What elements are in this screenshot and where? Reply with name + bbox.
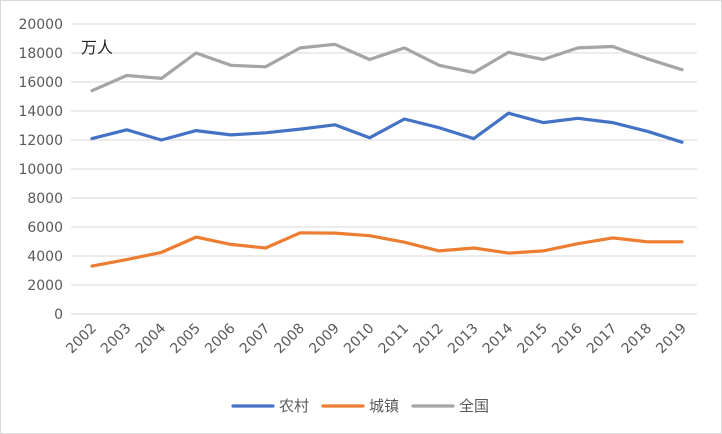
x-tick-label: 2019 [653,321,690,358]
x-tick-label: 2007 [237,321,274,358]
y-tick-label: 20000 [18,17,63,33]
x-tick-label: 2017 [584,321,621,358]
x-tick-label: 2010 [341,321,378,358]
x-tick-label: 2009 [306,321,343,358]
x-tick-label: 2005 [167,321,204,358]
x-tick-label: 2013 [445,321,482,358]
series-line-1 [90,231,684,268]
y-tick-label: 6000 [27,220,63,236]
legend-label: 全国 [459,397,489,415]
x-tick-label: 2012 [410,321,447,358]
legend: 农村 城镇 全国 [231,397,489,415]
y-tick-label: 12000 [18,133,63,149]
y-axis-ticks: 0 2000 4000 6000 8000 10000 12000 14000 16000 180… [18,17,63,323]
x-tick-label: 2016 [549,320,586,357]
y-tick-label: 8000 [27,191,63,207]
legend-label: 农村 [279,397,309,415]
y-tick-label: 18000 [18,46,63,62]
y-tick-label: 16000 [18,75,63,91]
x-tick-label: 2018 [619,321,656,358]
series-line-2 [90,42,684,93]
y-tick-label: 0 [54,307,63,323]
x-tick-label: 2002 [63,321,100,358]
x-tick-label: 2015 [514,321,551,358]
x-axis-ticks: 2002200320042005200620072008200920102011… [63,320,690,357]
unit-label: 万人 [81,38,113,57]
y-tick-label: 4000 [27,249,63,265]
legend-label: 城镇 [369,397,399,415]
series-line-0 [90,111,684,144]
y-tick-label: 14000 [18,104,63,120]
x-tick-label: 2003 [98,321,135,358]
series-layer [90,42,684,268]
x-tick-label: 2006 [202,320,239,357]
x-tick-label: 2011 [376,321,413,358]
x-tick-label: 2004 [133,320,170,357]
y-tick-label: 2000 [27,278,63,294]
x-tick-label: 2008 [272,321,309,358]
x-tick-label: 2014 [480,320,517,357]
y-tick-label: 10000 [18,162,63,178]
grid-layer [71,23,697,315]
